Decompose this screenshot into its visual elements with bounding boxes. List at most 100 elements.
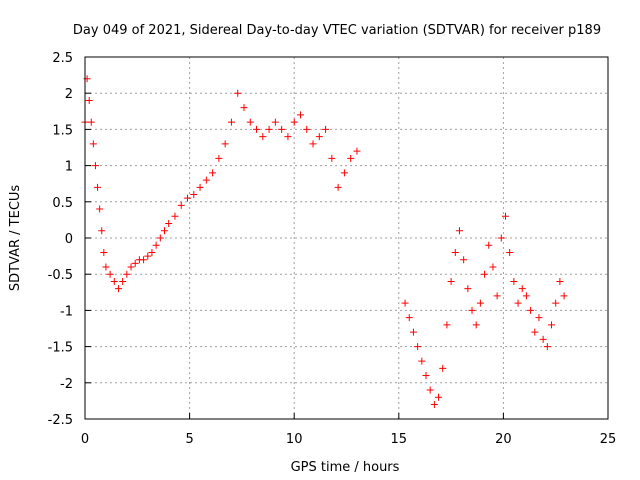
data-point [535, 314, 543, 322]
data-point [443, 321, 451, 329]
data-point [347, 154, 355, 162]
data-point [89, 140, 97, 148]
x-tick-label: 10 [286, 432, 303, 447]
data-point [184, 194, 192, 202]
data-point [96, 205, 104, 213]
data-point [405, 314, 413, 322]
y-tick-label: 1.5 [52, 123, 73, 138]
data-point [209, 169, 217, 177]
data-point [87, 118, 95, 126]
data-point [447, 277, 455, 285]
y-tick-label: -1 [60, 304, 73, 319]
data-point [460, 256, 468, 264]
tick-labels: 0 5 10 15 20 25 2.5 2 1.5 1 0.5 0 -0.5 -1 -1.5 -2 -2.5 [48, 51, 617, 447]
data-point [493, 292, 501, 300]
y-tick-label: -1.5 [48, 341, 73, 356]
data-point [106, 270, 114, 278]
y-tick-label: -0.5 [48, 268, 73, 283]
data-point [215, 154, 223, 162]
data-point [552, 299, 560, 307]
data-point [196, 183, 204, 191]
x-tick-label: 15 [391, 432, 408, 447]
data-point [426, 386, 434, 394]
data-point [278, 125, 286, 133]
data-point [409, 328, 417, 336]
data-point [543, 343, 551, 351]
data-point [514, 299, 522, 307]
data-point [98, 227, 106, 235]
plot-frame [84, 56, 609, 420]
data-point [340, 169, 348, 177]
data-point [556, 277, 564, 285]
data-point [265, 125, 273, 133]
data-point [160, 227, 168, 235]
data-point [284, 133, 292, 141]
data-point [439, 364, 447, 372]
data-point [234, 89, 242, 97]
data-point [422, 372, 430, 380]
data-point [119, 277, 127, 285]
data-point [100, 248, 108, 256]
data-point [510, 277, 518, 285]
x-tick-label: 0 [81, 432, 89, 447]
data-point [303, 125, 311, 133]
data-point [468, 306, 476, 314]
data-point [531, 328, 539, 336]
data-point [315, 133, 323, 141]
y-axis-label: SDTVAR / TECUs [8, 185, 23, 292]
data-point [560, 292, 568, 300]
data-point [497, 234, 505, 242]
data-point [114, 285, 122, 293]
data-point [451, 248, 459, 256]
data-point [353, 147, 361, 155]
data-point [227, 118, 235, 126]
data-point [190, 191, 198, 199]
x-tick-label: 5 [185, 432, 193, 447]
data-point [435, 393, 443, 401]
data-point [501, 212, 509, 220]
data-point [476, 299, 484, 307]
data-point [539, 335, 547, 343]
x-tick-label: 20 [495, 432, 512, 447]
chart-title: Day 049 of 2021, Sidereal Day-to-day VTE… [73, 23, 601, 38]
y-tick-label: 2.5 [52, 51, 73, 66]
data-point [464, 285, 472, 293]
data-point [152, 241, 160, 249]
data-point [259, 133, 267, 141]
data-point [171, 212, 179, 220]
y-tick-label: 1 [65, 160, 73, 175]
data-point [518, 285, 526, 293]
data-point [309, 140, 317, 148]
data-point [296, 111, 304, 119]
data-point [140, 256, 148, 264]
data-point [334, 183, 342, 191]
data-point [322, 125, 330, 133]
data-point [489, 263, 497, 271]
y-tick-label: 0.5 [52, 196, 73, 211]
data-point [548, 321, 556, 329]
data-point [221, 140, 229, 148]
data-point [123, 270, 131, 278]
data-point [102, 263, 110, 271]
x-tick-label: 25 [600, 432, 617, 447]
data-point [131, 259, 139, 267]
data-point [165, 220, 173, 228]
y-tick-label: 2 [65, 87, 73, 102]
data-point [418, 357, 426, 365]
data-point [253, 125, 261, 133]
data-point [430, 401, 438, 409]
data-point [271, 118, 279, 126]
data-point [85, 96, 93, 104]
data-point [527, 306, 535, 314]
data-point [202, 176, 210, 184]
data-point [506, 248, 514, 256]
data-point [91, 162, 99, 170]
data-point [485, 241, 493, 249]
data-point [246, 118, 254, 126]
data-point [148, 248, 156, 256]
data-point [328, 154, 336, 162]
data-point [401, 299, 409, 307]
data-point [110, 277, 118, 285]
data-point [94, 183, 102, 191]
